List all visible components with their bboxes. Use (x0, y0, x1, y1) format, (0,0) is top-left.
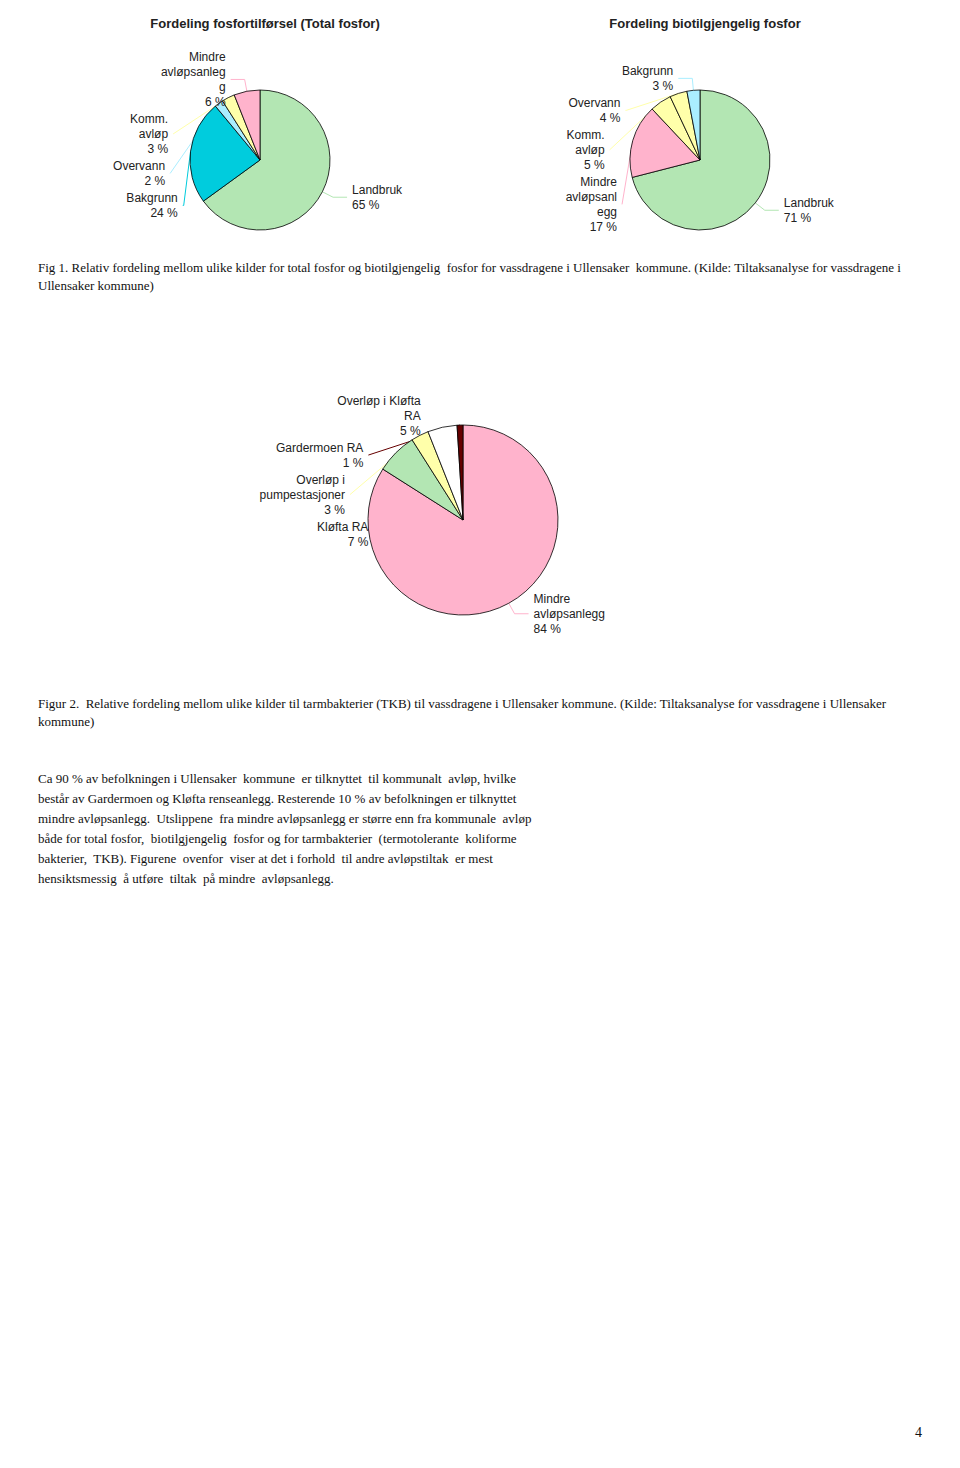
svg-text:hensiktsmessig å utføre tilt: hensiktsmessig å utføre tiltak på mindre… (38, 871, 334, 886)
svg-text:65 %: 65 % (352, 198, 380, 212)
svg-text:1 %: 1 % (343, 456, 364, 470)
svg-text:5 %: 5 % (400, 424, 421, 438)
svg-text:avløp: avløp (575, 143, 605, 157)
svg-text:84 %: 84 % (534, 622, 562, 636)
svg-text:Gardermoen RA: Gardermoen RA (276, 441, 363, 455)
svg-text:Fordeling fosfortilførsel (Tot: Fordeling fosfortilførsel (Total fosfor) (150, 16, 379, 31)
svg-text:pumpestasjoner: pumpestasjoner (260, 488, 345, 502)
svg-text:g: g (219, 80, 226, 94)
svg-text:Figur 2. Relative fordeling m: Figur 2. Relative fordeling mellom ulike… (38, 696, 889, 711)
svg-text:avløp: avløp (139, 127, 169, 141)
svg-text:Landbruk: Landbruk (352, 183, 403, 197)
svg-text:71 %: 71 % (784, 211, 812, 225)
svg-text:5 %: 5 % (584, 158, 605, 172)
svg-text:6 %: 6 % (205, 95, 226, 109)
svg-text:Kløfta RA: Kløfta RA (317, 520, 368, 534)
svg-text:2 %: 2 % (144, 174, 165, 188)
svg-text:avløpsanleg: avløpsanleg (161, 65, 226, 79)
svg-text:kommune): kommune) (38, 714, 94, 729)
svg-text:Komm.: Komm. (567, 128, 605, 142)
svg-text:Komm.: Komm. (130, 112, 168, 126)
svg-text:RA: RA (404, 409, 421, 423)
svg-text:egg: egg (597, 205, 617, 219)
svg-text:Fig 1. Relativ fordeling mello: Fig 1. Relativ fordeling mellom ulike ki… (38, 260, 904, 275)
svg-text:Fordeling biotilgjengelig fosf: Fordeling biotilgjengelig fosfor (609, 16, 800, 31)
svg-text:3 %: 3 % (147, 142, 168, 156)
svg-text:Overløp i Kløfta: Overløp i Kløfta (337, 394, 421, 408)
svg-text:Overløp i: Overløp i (296, 473, 345, 487)
svg-text:7 %: 7 % (348, 535, 369, 549)
svg-text:4: 4 (915, 1425, 922, 1440)
svg-text:Mindre: Mindre (189, 50, 226, 64)
svg-text:4 %: 4 % (600, 111, 621, 125)
svg-text:Ullensaker kommune): Ullensaker kommune) (38, 278, 154, 293)
svg-text:24 %: 24 % (150, 206, 178, 220)
svg-text:Ca 90 % av befolkningen i Ulle: Ca 90 % av befolkningen i Ullensaker kom… (38, 771, 516, 786)
svg-text:avløpsanlegg: avløpsanlegg (534, 607, 605, 621)
svg-text:Bakgrunn: Bakgrunn (126, 191, 177, 205)
svg-text:Mindre: Mindre (534, 592, 571, 606)
svg-text:mindre avløpsanlegg. Utslippe: mindre avløpsanlegg. Utslippene fra mind… (38, 811, 532, 826)
svg-text:avløpsanl: avløpsanl (566, 190, 617, 204)
svg-text:Overvann: Overvann (113, 159, 165, 173)
svg-text:Overvann: Overvann (568, 96, 620, 110)
svg-text:bakterier, TKB). Figurene ov: bakterier, TKB). Figurene ovenfor viser … (38, 851, 493, 866)
svg-text:Landbruk: Landbruk (784, 196, 835, 210)
svg-text:3 %: 3 % (324, 503, 345, 517)
svg-text:Bakgrunn: Bakgrunn (622, 64, 673, 78)
svg-text:3 %: 3 % (653, 79, 674, 93)
svg-text:17 %: 17 % (590, 220, 618, 234)
svg-text:Mindre: Mindre (580, 175, 617, 189)
svg-text:både for total fosfor, biotil: både for total fosfor, biotilgjengelig f… (38, 831, 517, 846)
svg-text:består av Gardermoen og Kløfta: består av Gardermoen og Kløfta renseanle… (38, 791, 517, 806)
